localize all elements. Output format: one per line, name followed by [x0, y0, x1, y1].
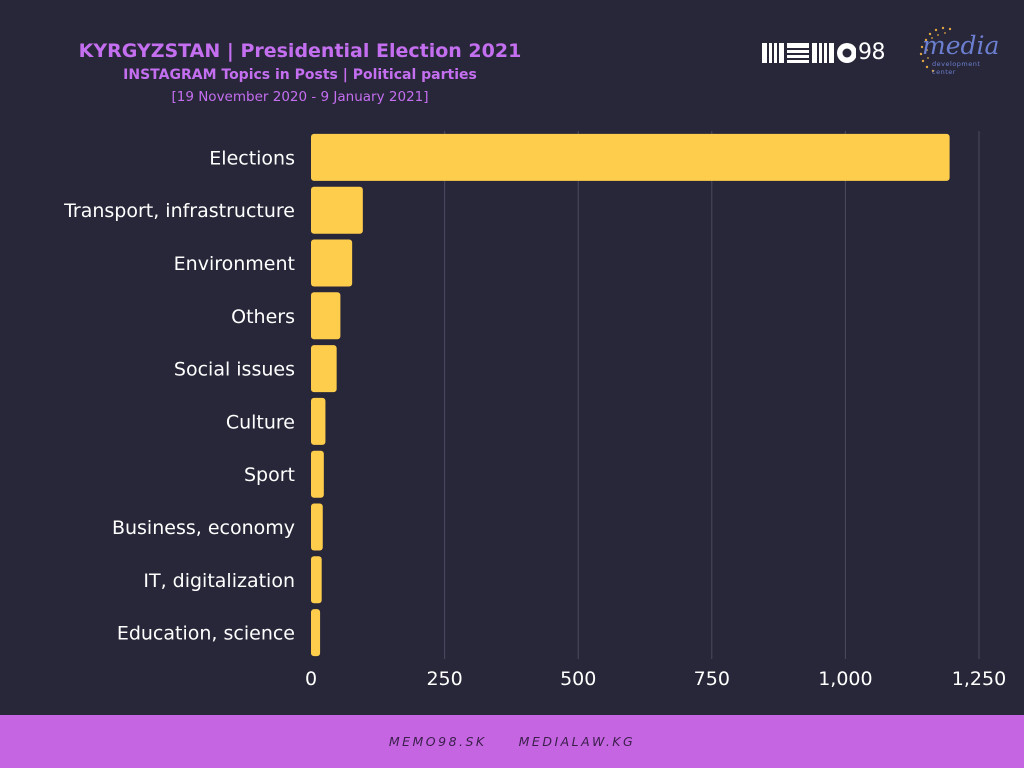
category-label: Transport, infrastructure: [63, 200, 295, 222]
gridlines: [444, 131, 980, 659]
bar: [311, 450, 324, 498]
category-label: Culture: [226, 411, 295, 433]
memo98-logo: 98: [762, 40, 886, 66]
x-axis-ticks: 0 250 500 750 1,000 1,250: [305, 668, 1006, 690]
category-label: Sport: [244, 464, 295, 486]
memo98-digits: 98: [858, 40, 886, 65]
x-tick-label: 1,000: [818, 668, 872, 690]
media-logo-subtitle: development center: [932, 60, 981, 76]
bar-chart: Elections Transport, infrastructure Enviro…: [63, 131, 1006, 690]
bar: [311, 345, 337, 393]
bar: [311, 239, 353, 287]
category-label: IT, digitalization: [143, 570, 295, 592]
date-range: [19 November 2020 - 9 January 2021]: [171, 89, 429, 105]
media-development-center-logo: media development center: [916, 26, 1004, 76]
x-tick-label: 500: [560, 668, 596, 690]
bar: [311, 609, 321, 657]
chart-subtitle: INSTAGRAM Topics in Posts | Political pa…: [123, 67, 477, 83]
bar: [311, 503, 323, 551]
bar: [311, 186, 363, 234]
category-labels: Elections Transport, infrastructure Enviro…: [63, 147, 295, 644]
bars: [311, 133, 950, 657]
category-label: Environment: [174, 253, 295, 275]
footer-link-medialaw[interactable]: MEDIALAW.KG: [518, 734, 636, 749]
category-label: Education, science: [117, 623, 295, 645]
chart-title: KYRGYZSTAN | Presidential Election 2021: [78, 40, 522, 62]
bar: [311, 133, 950, 181]
category-label: Social issues: [174, 359, 295, 381]
chart-header: KYRGYZSTAN | Presidential Election 2021 …: [0, 38, 600, 108]
media-logo-word: media: [922, 31, 1000, 60]
category-label: Elections: [209, 147, 295, 169]
memo-letters-icon: [762, 43, 856, 63]
bar: [311, 397, 326, 445]
bar: [311, 292, 341, 340]
x-tick-label: 750: [694, 668, 730, 690]
x-tick-label: 250: [426, 668, 462, 690]
category-label: Others: [231, 306, 295, 328]
x-tick-label: 0: [305, 668, 317, 690]
footer-band: MEMO98.SK MEDIALAW.KG: [0, 715, 1024, 768]
footer-link-memo98[interactable]: MEMO98.SK: [388, 734, 487, 749]
bar: [311, 556, 322, 604]
sunburst-icon: [919, 26, 952, 73]
x-tick-label: 1,250: [952, 668, 1006, 690]
category-label: Business, economy: [112, 517, 295, 539]
